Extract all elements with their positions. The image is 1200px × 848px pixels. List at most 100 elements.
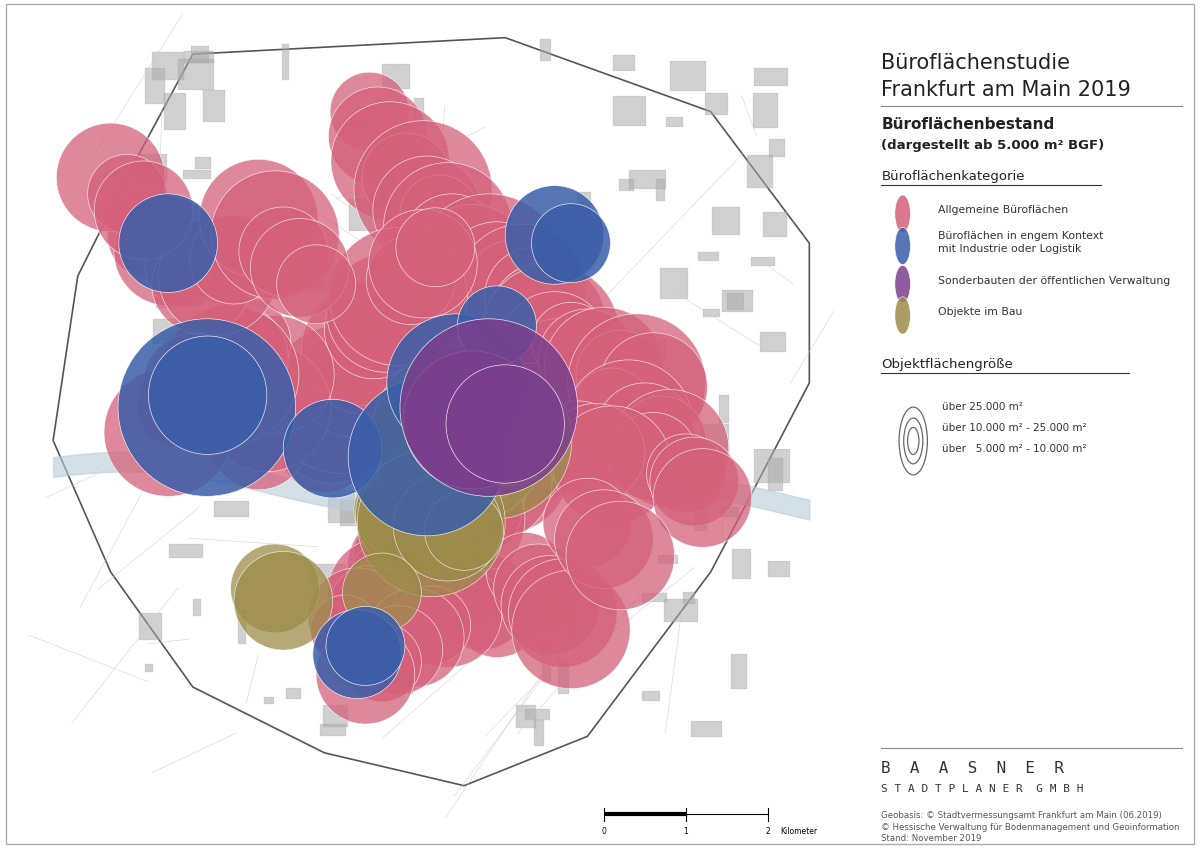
Circle shape xyxy=(599,332,708,441)
Circle shape xyxy=(402,194,502,293)
Circle shape xyxy=(608,412,697,501)
FancyBboxPatch shape xyxy=(755,449,791,483)
Text: B  A  A  S  N  E  R: B A A S N E R xyxy=(882,761,1064,776)
FancyBboxPatch shape xyxy=(404,617,415,632)
Circle shape xyxy=(457,286,536,365)
Circle shape xyxy=(425,491,504,571)
Circle shape xyxy=(199,159,318,277)
Circle shape xyxy=(330,72,409,151)
FancyBboxPatch shape xyxy=(382,283,403,315)
FancyBboxPatch shape xyxy=(476,226,494,261)
FancyBboxPatch shape xyxy=(382,64,410,88)
Circle shape xyxy=(532,204,611,282)
Circle shape xyxy=(425,549,504,628)
Circle shape xyxy=(572,368,652,447)
Circle shape xyxy=(420,207,509,296)
FancyBboxPatch shape xyxy=(666,117,683,126)
Circle shape xyxy=(394,472,502,581)
Circle shape xyxy=(342,623,421,702)
FancyBboxPatch shape xyxy=(306,267,322,290)
Circle shape xyxy=(391,586,470,665)
FancyBboxPatch shape xyxy=(152,320,188,343)
Circle shape xyxy=(326,606,404,685)
Text: Büroflächenbestand: Büroflächenbestand xyxy=(882,117,1055,132)
Circle shape xyxy=(137,368,216,447)
Circle shape xyxy=(274,365,391,483)
Circle shape xyxy=(595,383,695,482)
Circle shape xyxy=(209,391,308,490)
FancyBboxPatch shape xyxy=(391,546,422,563)
Circle shape xyxy=(311,595,379,664)
Circle shape xyxy=(446,365,564,483)
Circle shape xyxy=(107,191,196,279)
Circle shape xyxy=(485,248,583,346)
Circle shape xyxy=(347,509,466,627)
Circle shape xyxy=(396,208,475,287)
Circle shape xyxy=(413,204,532,323)
Circle shape xyxy=(326,254,445,372)
Circle shape xyxy=(355,491,484,620)
Circle shape xyxy=(481,265,619,403)
FancyBboxPatch shape xyxy=(328,494,355,523)
Circle shape xyxy=(190,215,278,304)
Circle shape xyxy=(433,422,552,541)
FancyBboxPatch shape xyxy=(754,93,778,127)
FancyBboxPatch shape xyxy=(720,507,738,516)
Circle shape xyxy=(203,343,331,471)
FancyBboxPatch shape xyxy=(751,257,775,266)
Circle shape xyxy=(895,195,911,232)
Circle shape xyxy=(328,538,436,647)
Text: Büroflächenstudie: Büroflächenstudie xyxy=(882,53,1070,73)
Circle shape xyxy=(431,551,530,650)
Circle shape xyxy=(118,319,295,496)
Circle shape xyxy=(318,327,397,406)
Text: Frankfurt am Main 2019: Frankfurt am Main 2019 xyxy=(882,80,1132,100)
Circle shape xyxy=(95,161,193,259)
FancyBboxPatch shape xyxy=(414,98,425,120)
Circle shape xyxy=(354,120,492,259)
Circle shape xyxy=(362,133,451,222)
FancyBboxPatch shape xyxy=(349,198,376,232)
Circle shape xyxy=(488,365,596,474)
Point xyxy=(1122,368,1136,378)
Circle shape xyxy=(418,385,535,504)
Circle shape xyxy=(564,360,692,488)
Circle shape xyxy=(487,262,606,381)
FancyBboxPatch shape xyxy=(163,93,186,130)
Circle shape xyxy=(493,544,582,633)
Circle shape xyxy=(324,280,424,379)
Circle shape xyxy=(119,194,217,293)
FancyBboxPatch shape xyxy=(659,555,678,564)
Circle shape xyxy=(540,401,619,480)
FancyBboxPatch shape xyxy=(340,499,368,526)
FancyBboxPatch shape xyxy=(763,212,787,237)
FancyBboxPatch shape xyxy=(139,613,162,640)
Text: 2: 2 xyxy=(766,827,770,836)
FancyBboxPatch shape xyxy=(479,444,486,454)
FancyBboxPatch shape xyxy=(732,549,751,578)
FancyBboxPatch shape xyxy=(458,402,470,422)
Circle shape xyxy=(400,319,577,496)
Circle shape xyxy=(251,219,349,317)
FancyBboxPatch shape xyxy=(629,170,666,189)
Circle shape xyxy=(211,170,340,299)
FancyBboxPatch shape xyxy=(691,722,722,737)
FancyBboxPatch shape xyxy=(173,335,193,369)
Circle shape xyxy=(414,452,522,561)
Circle shape xyxy=(414,361,571,519)
FancyBboxPatch shape xyxy=(305,268,336,292)
Circle shape xyxy=(566,501,674,610)
Circle shape xyxy=(494,319,623,447)
FancyBboxPatch shape xyxy=(286,421,317,455)
Circle shape xyxy=(342,553,421,632)
FancyBboxPatch shape xyxy=(436,182,448,204)
Text: Allgemeine Büroflächen: Allgemeine Büroflächen xyxy=(938,205,1068,215)
Circle shape xyxy=(234,551,332,650)
FancyBboxPatch shape xyxy=(194,157,211,169)
FancyBboxPatch shape xyxy=(346,120,364,127)
Circle shape xyxy=(230,544,319,633)
Circle shape xyxy=(216,315,335,434)
FancyBboxPatch shape xyxy=(212,275,242,299)
Text: über 25.000 m²: über 25.000 m² xyxy=(942,402,1022,412)
FancyBboxPatch shape xyxy=(768,458,784,491)
